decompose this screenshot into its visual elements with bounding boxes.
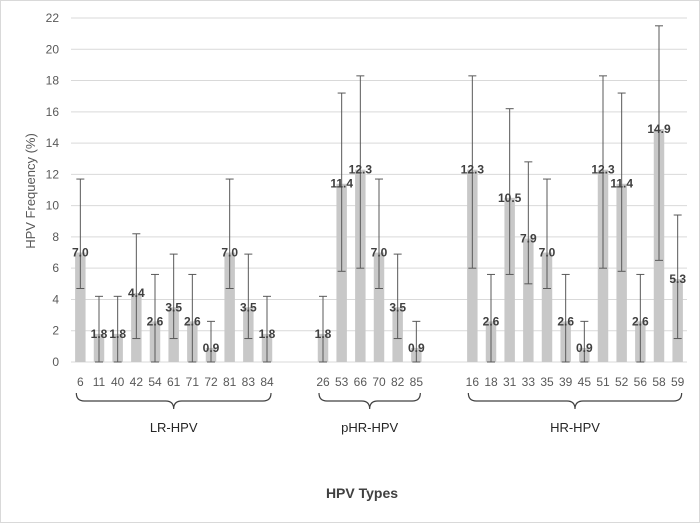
data-label: 7.0 <box>371 246 388 260</box>
x-tick-label: 6 <box>77 375 84 389</box>
bar <box>504 197 515 362</box>
group-brace <box>75 392 272 410</box>
x-tick-label: 51 <box>596 375 610 389</box>
x-axis-title: HPV Types <box>326 485 398 501</box>
x-tick-label: 16 <box>466 375 480 389</box>
x-tick-label: 11 <box>93 375 106 389</box>
bar <box>616 183 627 362</box>
data-label: 10.5 <box>498 191 522 205</box>
y-tick-label: 10 <box>46 199 60 213</box>
data-label: 7.0 <box>539 246 556 260</box>
x-tick-label: 58 <box>652 375 666 389</box>
x-tick-label: 40 <box>111 375 125 389</box>
bar <box>75 252 86 362</box>
data-label: 1.8 <box>91 327 108 341</box>
x-tick-label: 35 <box>540 375 554 389</box>
data-label: 12.3 <box>349 163 373 177</box>
x-tick-label: 54 <box>148 375 162 389</box>
group-braces: LR-HPV pHR-HPV HR-HPV <box>75 392 683 435</box>
y-tick-label: 20 <box>46 42 60 56</box>
y-tick-label: 18 <box>46 74 60 88</box>
data-label: 7.9 <box>520 231 537 245</box>
data-label: 11.4 <box>610 177 633 191</box>
x-tick-label: 39 <box>559 375 573 389</box>
x-tick-label: 33 <box>522 375 536 389</box>
error-bars <box>76 25 682 363</box>
data-label: 3.5 <box>389 300 406 314</box>
data-label: 12.3 <box>461 163 485 177</box>
data-label: 7.0 <box>72 246 89 260</box>
x-tick-label: 52 <box>615 375 629 389</box>
x-tick-label: 42 <box>130 375 144 389</box>
x-tick-label: 18 <box>484 375 498 389</box>
data-label: 1.8 <box>259 327 276 341</box>
x-tick-label: 53 <box>335 375 349 389</box>
x-tick-label: 31 <box>503 375 517 389</box>
group-label: LR-HPV <box>150 420 198 435</box>
data-label: 1.8 <box>315 327 332 341</box>
data-label: 0.9 <box>408 341 425 355</box>
data-label: 5.3 <box>669 272 686 286</box>
bar <box>224 252 235 362</box>
x-tick-label: 83 <box>242 375 256 389</box>
data-label: 2.6 <box>557 314 574 328</box>
x-tick-label: 56 <box>634 375 648 389</box>
x-tick-label: 81 <box>223 375 237 389</box>
y-tick-label: 4 <box>52 292 59 306</box>
x-tick-label: 45 <box>578 375 592 389</box>
y-tick-label: 2 <box>52 324 59 338</box>
group-brace <box>318 392 421 410</box>
data-label: 1.8 <box>109 327 126 341</box>
y-tick-label: 16 <box>46 105 60 119</box>
y-tick-label: 22 <box>46 11 60 25</box>
group-brace <box>467 392 683 410</box>
data-label: 12.3 <box>591 163 615 177</box>
bar <box>541 252 553 362</box>
group-label: pHR-HPV <box>341 420 398 435</box>
data-label: 2.6 <box>147 314 164 328</box>
bar <box>373 252 385 362</box>
x-tick-label: 82 <box>391 375 405 389</box>
x-tick-label: 26 <box>316 375 330 389</box>
tick-labels: 0 2 4 6 8 10 12 14 16 18 20 22 6 11 40 42 54 61 71 72 81 83 84… <box>46 11 685 389</box>
y-tick-label: 12 <box>46 167 60 181</box>
data-label: 4.4 <box>128 286 145 300</box>
x-tick-label: 70 <box>372 375 386 389</box>
data-label: 2.6 <box>483 314 500 328</box>
x-tick-label: 84 <box>260 375 274 389</box>
data-label: 3.5 <box>240 300 257 314</box>
y-tick-label: 6 <box>52 261 59 275</box>
data-label: 7.0 <box>221 246 238 260</box>
x-tick-label: 61 <box>167 375 181 389</box>
data-labels: 7.01.8 1.84.42.63.52.60.97.03.51.8 1.811.4… <box>72 122 686 355</box>
x-tick-label: 72 <box>204 375 218 389</box>
data-label: 2.6 <box>184 314 201 328</box>
x-tick-label: 66 <box>354 375 368 389</box>
group-label: HR-HPV <box>550 420 600 435</box>
x-tick-label: 59 <box>671 375 685 389</box>
x-tick-label: 85 <box>410 375 424 389</box>
data-label: 0.9 <box>203 341 220 355</box>
bar <box>336 183 347 362</box>
y-tick-label: 0 <box>52 355 59 369</box>
data-label: 14.9 <box>647 122 671 136</box>
data-label: 2.6 <box>632 314 649 328</box>
bar <box>523 238 534 362</box>
y-tick-label: 14 <box>46 136 60 150</box>
x-tick-label: 71 <box>186 375 200 389</box>
y-tick-label: 8 <box>52 230 59 244</box>
data-label: 0.9 <box>576 341 593 355</box>
data-label: 3.5 <box>165 300 182 314</box>
y-axis-title: HPV Frequency (%) <box>23 133 38 249</box>
data-label: 11.4 <box>330 177 353 191</box>
